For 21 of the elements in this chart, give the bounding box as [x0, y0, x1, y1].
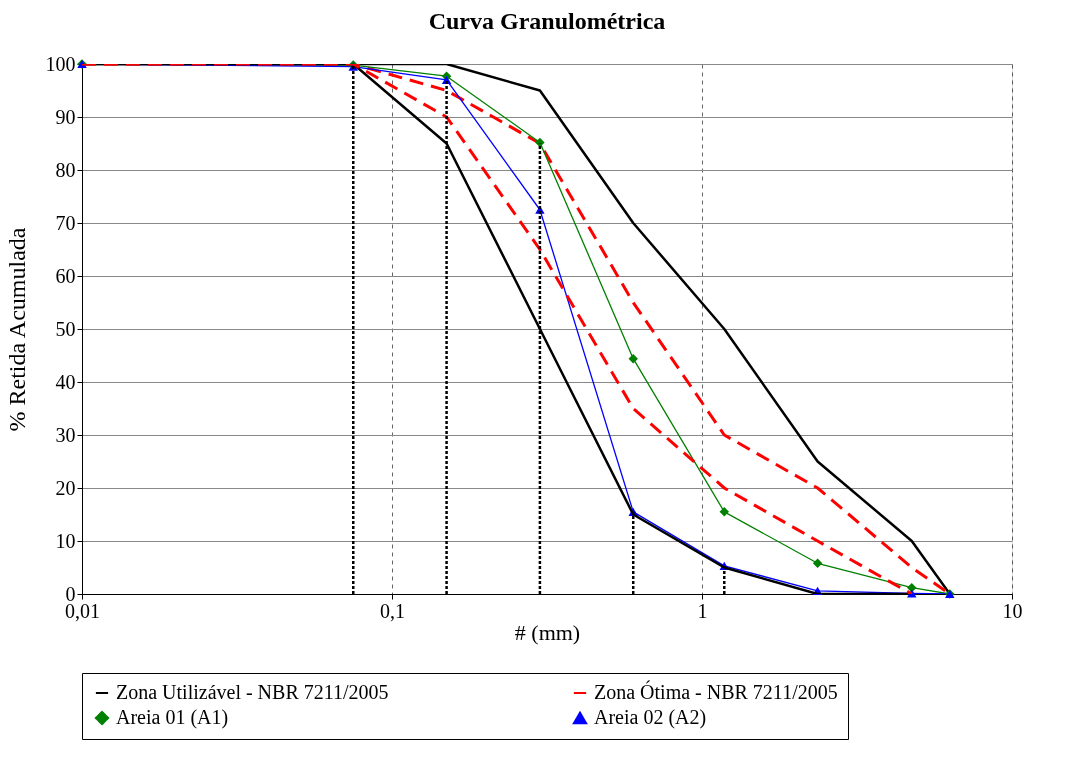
y-axis-title: % Retida Acumulada — [3, 227, 30, 432]
y-tick-label: 80 — [55, 158, 76, 181]
y-tick-label: 30 — [55, 423, 76, 446]
y-tick-label: 60 — [55, 264, 76, 287]
y-tick-label: 70 — [55, 211, 76, 234]
y-tick-label: 20 — [55, 476, 76, 499]
y-tick-label: 10 — [55, 529, 76, 552]
legend-label: Areia 01 (A1) — [116, 706, 229, 729]
legend-label: Areia 02 (A2) — [594, 706, 707, 729]
y-tick-label: 100 — [45, 52, 76, 75]
chart-title: Curva Granulométrica — [428, 8, 666, 34]
x-tick-label: 1 — [697, 599, 708, 622]
y-tick-label: 90 — [55, 105, 76, 128]
y-tick-label: 50 — [55, 317, 76, 340]
y-tick-label: 40 — [55, 370, 76, 393]
legend-label: Zona Utilizável - NBR 7211/2005 — [116, 681, 389, 703]
x-tick-label: 10 — [1002, 599, 1023, 622]
y-tick-label: 0 — [65, 582, 76, 605]
x-tick-label: 0,1 — [380, 599, 405, 622]
x-axis-title: # (mm) — [514, 619, 581, 645]
legend-label: Zona Ótima - NBR 7211/2005 — [594, 680, 838, 703]
